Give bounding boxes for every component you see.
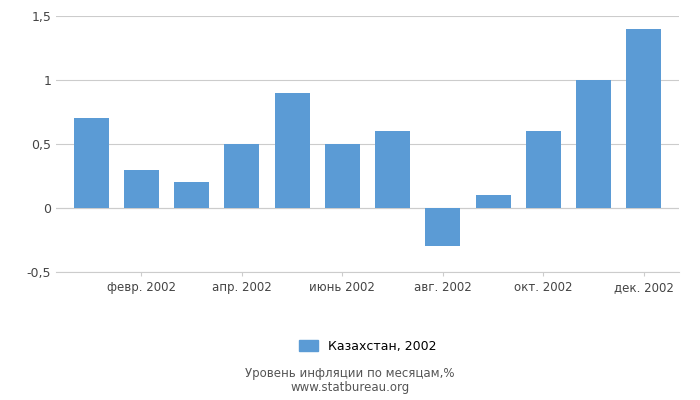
Bar — [426, 208, 461, 246]
Bar — [224, 144, 260, 208]
Text: Уровень инфляции по месяцам,%: Уровень инфляции по месяцам,% — [245, 368, 455, 380]
Bar — [375, 131, 410, 208]
Bar — [626, 29, 662, 208]
Bar — [274, 93, 309, 208]
Bar — [475, 195, 511, 208]
Text: www.statbureau.org: www.statbureau.org — [290, 382, 410, 394]
Bar — [325, 144, 360, 208]
Bar — [576, 80, 611, 208]
Bar — [526, 131, 561, 208]
Bar — [74, 118, 108, 208]
Bar — [124, 170, 159, 208]
Legend: Казахстан, 2002: Казахстан, 2002 — [294, 334, 441, 358]
Bar — [174, 182, 209, 208]
